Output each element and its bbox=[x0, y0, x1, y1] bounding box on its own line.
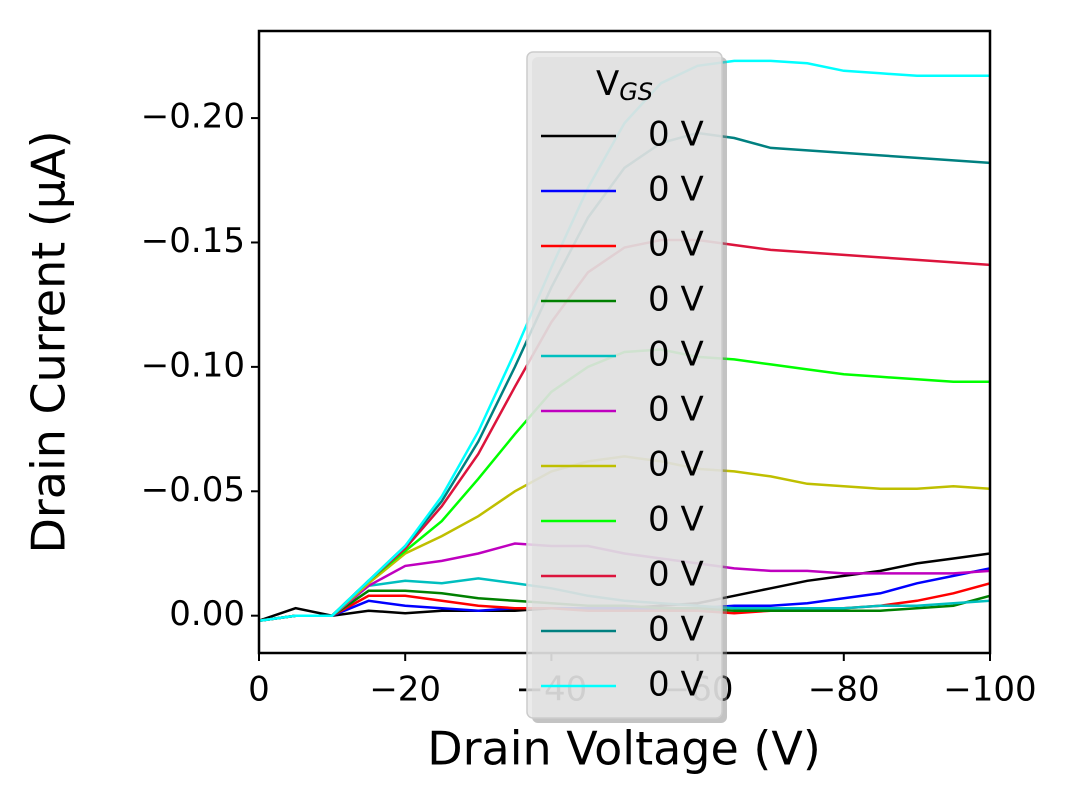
legend-label: 0 V bbox=[648, 280, 704, 320]
legend-label: 0 V bbox=[648, 665, 704, 705]
x-tick-label: −80 bbox=[808, 670, 880, 710]
legend-title-main: V bbox=[596, 64, 619, 104]
legend-label: 0 V bbox=[648, 500, 704, 540]
legend-box bbox=[526, 51, 723, 719]
legend-label: 0 V bbox=[648, 445, 704, 485]
legend-title-subscript: GS bbox=[619, 78, 653, 106]
y-tick-label: −0.10 bbox=[141, 345, 245, 385]
y-tick-label: −0.05 bbox=[141, 470, 245, 510]
legend-label: 0 V bbox=[648, 225, 704, 265]
legend-label: 0 V bbox=[648, 115, 704, 155]
legend-label: 0 V bbox=[648, 390, 704, 430]
legend-label: 0 V bbox=[648, 170, 704, 210]
x-axis-label: Drain Voltage (V) bbox=[427, 722, 821, 776]
y-tick-label: −0.15 bbox=[141, 221, 245, 261]
legend-label: 0 V bbox=[648, 335, 704, 375]
y-axis-label: Drain Current (μA) bbox=[22, 130, 76, 553]
x-tick-label: −20 bbox=[369, 670, 441, 710]
x-tick-label: 0 bbox=[248, 670, 270, 710]
x-tick-label: −100 bbox=[943, 670, 1036, 710]
legend-label: 0 V bbox=[648, 555, 704, 595]
legend-title: VGS bbox=[596, 64, 653, 107]
y-tick-label: 0.00 bbox=[169, 594, 245, 634]
y-tick-label: −0.20 bbox=[141, 97, 245, 137]
legend-label: 0 V bbox=[648, 610, 704, 650]
